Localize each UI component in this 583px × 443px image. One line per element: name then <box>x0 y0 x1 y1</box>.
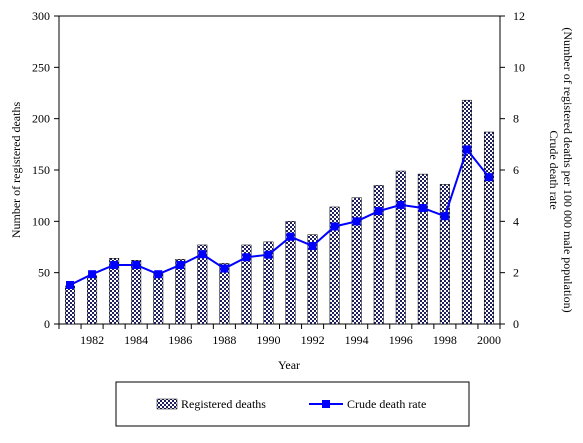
left-axis: 0 50 100 150 200 250 300 <box>32 9 59 331</box>
legend-bar-swatch <box>156 398 178 410</box>
legend-bar-label: Registered deaths <box>181 397 266 411</box>
rate-point-2000 <box>484 173 493 182</box>
right-axis-title: Crude death rate <box>547 130 561 209</box>
rate-point-1998 <box>440 212 449 221</box>
legend-line-marker <box>322 400 330 408</box>
bar-1985 <box>153 273 164 325</box>
right-tick-label: 10 <box>513 60 525 74</box>
bar-1983 <box>109 258 120 325</box>
bar-1994 <box>351 197 362 325</box>
rate-point-1992 <box>308 241 317 250</box>
rate-point-1990 <box>264 250 273 259</box>
bar-2000 <box>483 131 494 325</box>
x-axis: 1982 1984 1986 1988 1990 1992 1994 1996 1998 2000 <box>58 324 501 347</box>
rate-point-1995 <box>374 207 383 216</box>
bar-1982 <box>87 275 98 325</box>
x-tick-label: 2000 <box>477 333 501 347</box>
left-tick-label: 200 <box>32 112 50 126</box>
bar-1992 <box>307 234 318 325</box>
rate-point-1997 <box>418 203 427 212</box>
x-axis-title: Year <box>278 358 300 372</box>
rate-point-1983 <box>110 260 119 269</box>
x-tick-label: 1992 <box>301 333 325 347</box>
right-tick-label: 8 <box>513 112 519 126</box>
bar-1995 <box>373 185 384 325</box>
bar-1990 <box>263 241 274 325</box>
right-axis-subtitle: (Number of registered deaths per 100 000… <box>561 27 575 312</box>
bar-1988 <box>219 263 230 325</box>
rate-point-1999 <box>462 145 471 154</box>
bar-1999 <box>461 99 472 325</box>
left-axis-title: Number of registered deaths <box>9 102 23 239</box>
left-tick-label: 250 <box>32 60 50 74</box>
bar-1991 <box>285 221 296 325</box>
rate-point-1986 <box>176 260 185 269</box>
bar-1997 <box>417 173 428 325</box>
left-tick-label: 300 <box>32 9 50 23</box>
left-tick-label: 50 <box>38 266 50 280</box>
x-tick-label: 1982 <box>80 333 104 347</box>
x-tick-label: 1998 <box>433 333 457 347</box>
right-tick-label: 6 <box>513 163 519 177</box>
bar-1986 <box>175 259 186 325</box>
plot-area <box>58 15 501 325</box>
left-tick-label: 0 <box>44 317 50 331</box>
rate-point-1994 <box>352 217 361 226</box>
left-tick-label: 150 <box>32 163 50 177</box>
x-tick-label: 1986 <box>168 333 192 347</box>
rate-point-1991 <box>286 232 295 241</box>
right-tick-label: 12 <box>513 9 525 23</box>
rate-point-1982 <box>88 270 97 279</box>
rate-point-1984 <box>132 260 141 269</box>
bar-1984 <box>131 260 142 325</box>
rate-point-1988 <box>220 264 229 273</box>
bar-1989 <box>241 244 252 325</box>
bar-1981 <box>65 285 76 325</box>
right-axis: 0 2 4 6 8 10 12 <box>500 9 525 331</box>
x-tick-label: 1988 <box>212 333 236 347</box>
x-tick-label: 1984 <box>124 333 148 347</box>
left-tick-label: 100 <box>32 214 50 228</box>
x-tick-label: 1994 <box>345 333 369 347</box>
x-tick-label: 1996 <box>389 333 413 347</box>
right-tick-label: 4 <box>513 214 519 228</box>
line-series <box>66 145 493 289</box>
legend: Registered deaths Crude death rate <box>115 381 470 427</box>
rate-point-1993 <box>330 222 339 231</box>
bar-series <box>65 99 494 325</box>
bar-1993 <box>329 206 340 325</box>
x-tick-label: 1990 <box>256 333 280 347</box>
bar-1998 <box>439 184 450 325</box>
rate-point-1987 <box>198 250 207 259</box>
bar-1996 <box>395 170 406 325</box>
right-tick-label: 0 <box>513 317 519 331</box>
rate-point-1989 <box>242 253 251 262</box>
right-tick-label: 2 <box>513 266 519 280</box>
rate-point-1981 <box>66 280 75 289</box>
rate-point-1985 <box>154 270 163 279</box>
legend-line-label: Crude death rate <box>347 397 426 411</box>
bar-1987 <box>197 244 208 325</box>
rate-point-1996 <box>396 200 405 209</box>
